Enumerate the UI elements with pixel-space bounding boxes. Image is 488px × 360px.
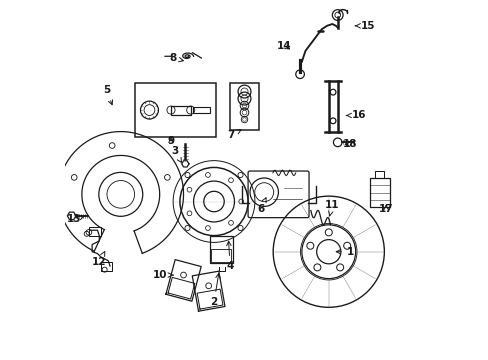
Bar <box>211 249 230 262</box>
Text: 1: 1 <box>336 247 353 257</box>
Text: 17: 17 <box>378 204 393 214</box>
Bar <box>88 226 101 235</box>
Text: 13: 13 <box>67 215 84 224</box>
Text: 15: 15 <box>355 21 375 31</box>
Bar <box>369 178 389 207</box>
Bar <box>375 171 384 178</box>
Text: 16: 16 <box>346 111 366 121</box>
Text: 18: 18 <box>343 139 357 149</box>
Text: 10: 10 <box>153 270 173 280</box>
Text: 6: 6 <box>257 198 265 214</box>
Text: 14: 14 <box>276 41 291 50</box>
Text: 12: 12 <box>92 252 106 267</box>
Text: 5: 5 <box>102 85 112 105</box>
Text: 2: 2 <box>210 274 220 307</box>
Bar <box>135 83 215 137</box>
Text: 4: 4 <box>226 241 233 271</box>
Text: 9: 9 <box>167 136 174 145</box>
Text: 7: 7 <box>227 130 241 140</box>
Polygon shape <box>182 161 188 167</box>
Bar <box>209 237 232 264</box>
Bar <box>171 105 190 114</box>
Bar <box>230 83 258 130</box>
Bar <box>192 107 210 113</box>
Text: 3: 3 <box>171 146 181 162</box>
Text: 11: 11 <box>325 200 339 216</box>
Bar <box>101 262 112 271</box>
Text: 8: 8 <box>169 53 183 63</box>
